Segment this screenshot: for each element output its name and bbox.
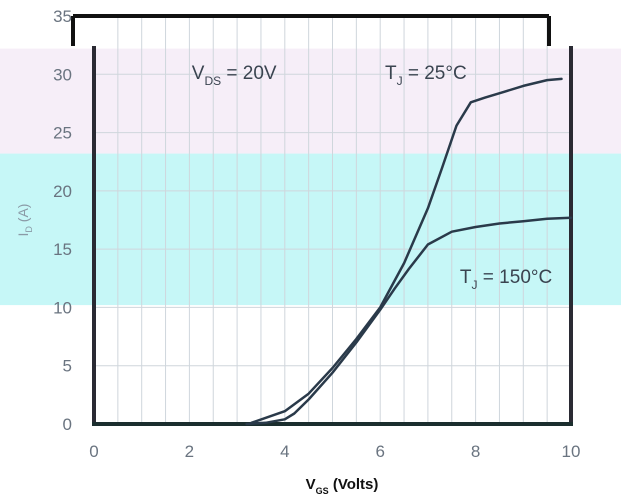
grid-lines: [94, 16, 571, 424]
annotation-1: TJ = 25°C: [385, 63, 467, 88]
annotations: VDS = 20V TJ = 25°C TJ = 150°C: [192, 63, 552, 292]
band-0: [0, 153, 621, 306]
y-tick-label: 0: [63, 415, 72, 434]
y-tick-label: 20: [53, 182, 72, 201]
series-lines: [245, 77, 573, 426]
series-line-0: [250, 77, 563, 425]
y-axis-label: ID (A): [15, 204, 34, 237]
tick-labels: 0 2 4 6 8 10 0 5 10 15 20 25 30 35: [53, 7, 580, 461]
axis-labels: VGS (Volts) ID (A): [15, 204, 378, 496]
y-tick-label: 25: [53, 124, 72, 143]
annotation-0: VDS = 20V: [192, 63, 277, 88]
x-tick-label: 2: [185, 442, 194, 461]
band-1: [0, 48, 621, 154]
x-tick-label: 8: [471, 442, 480, 461]
y-tick-label: 5: [63, 357, 72, 376]
series-line-1: [245, 216, 573, 426]
x-tick-label: 4: [280, 442, 289, 461]
x-tick-label: 10: [562, 442, 581, 461]
x-tick-label: 6: [375, 442, 384, 461]
y-tick-label: 30: [53, 65, 72, 84]
y-tick-label: 15: [53, 240, 72, 259]
x-axis-label: VGS (Volts): [306, 476, 379, 496]
plot-frame: [71, 14, 573, 426]
annotation-2: TJ = 150°C: [460, 267, 552, 292]
y-tick-label: 10: [53, 298, 72, 317]
x-tick-label: 0: [89, 442, 98, 461]
background-bands: [0, 48, 621, 306]
y-tick-label: 35: [53, 7, 72, 26]
